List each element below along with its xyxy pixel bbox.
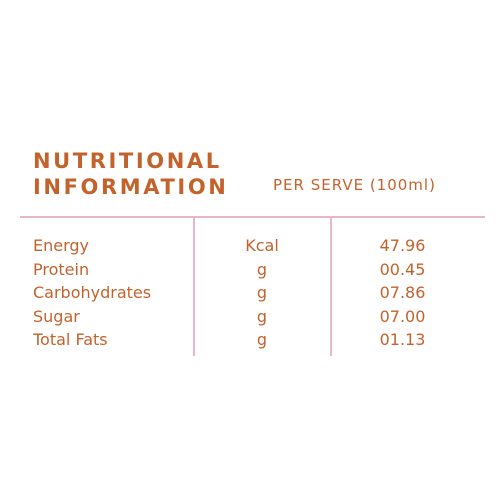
nutrient-unit: Kcal [245, 236, 279, 255]
table-row: Carbohydrates g 07.86 [0, 281, 500, 305]
table-row: Total Fats g 01.13 [0, 328, 500, 352]
nutrition-table: Energy Kcal 47.96 Protein g 00.45 Carboh… [0, 234, 500, 352]
title-line-2: INFORMATION [33, 175, 229, 199]
title-line-1: NUTRITIONAL [33, 149, 222, 173]
nutrient-name: Energy [33, 236, 90, 255]
header-divider [20, 216, 485, 218]
nutrient-value: 47.96 [379, 236, 426, 255]
nutrient-name: Carbohydrates [33, 283, 152, 302]
nutrient-unit: g [256, 306, 268, 326]
nutrient-name: Protein [33, 259, 90, 279]
label-title: NUTRITIONAL INFORMATION [33, 148, 228, 200]
nutrient-unit: g [256, 330, 268, 349]
nutrient-name: Total Fats [33, 330, 108, 349]
nutrient-unit: g [256, 283, 268, 302]
table-row: Protein g 00.45 [0, 258, 500, 282]
column-divider-2 [330, 218, 332, 356]
nutrient-unit: g [256, 259, 268, 279]
table-row: Sugar g 07.00 [0, 305, 500, 329]
nutrient-value: 07.86 [379, 283, 426, 302]
nutrient-value: 00.45 [379, 259, 426, 279]
nutrient-value: 01.13 [379, 330, 426, 349]
per-serve-heading: PER SERVE (100ml) [273, 176, 436, 194]
nutrient-name: Sugar [33, 306, 80, 326]
nutrient-value: 07.00 [379, 306, 426, 326]
table-row: Energy Kcal 47.96 [0, 234, 500, 258]
column-divider-1 [193, 218, 195, 356]
